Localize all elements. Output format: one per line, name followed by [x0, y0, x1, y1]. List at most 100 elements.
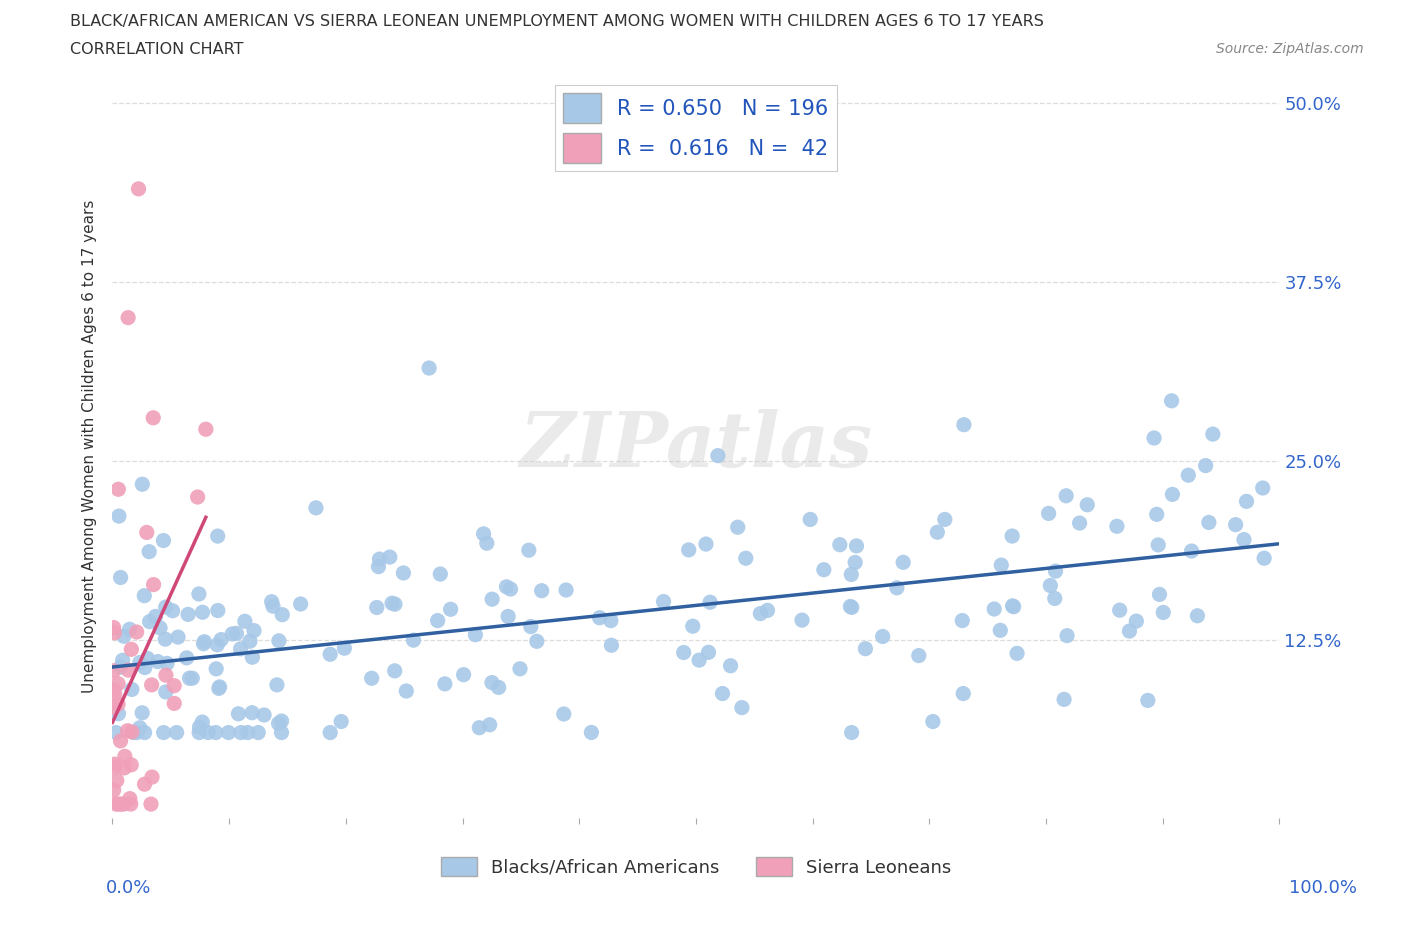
- Point: [266, 677, 288, 692]
- Point: [103, 700, 125, 715]
- Point: [121, 724, 143, 739]
- Point: [142, 578, 165, 592]
- Point: [120, 797, 142, 812]
- Point: [453, 667, 475, 682]
- Point: [107, 797, 129, 812]
- Point: [553, 707, 575, 722]
- Point: [1194, 458, 1216, 473]
- Point: [117, 663, 139, 678]
- Point: [360, 671, 382, 685]
- Point: [108, 509, 131, 524]
- Point: [488, 680, 510, 695]
- Point: [555, 582, 578, 597]
- Point: [481, 675, 503, 690]
- Point: [1225, 517, 1247, 532]
- Point: [181, 671, 204, 685]
- Point: [163, 696, 186, 711]
- Point: [112, 761, 135, 776]
- Point: [205, 661, 228, 676]
- Point: [104, 687, 127, 702]
- Point: [1136, 693, 1159, 708]
- Point: [270, 713, 292, 728]
- Point: [125, 625, 148, 640]
- Point: [392, 565, 415, 580]
- Point: [128, 721, 150, 736]
- Point: [1202, 427, 1225, 442]
- Point: [891, 555, 914, 570]
- Point: [103, 663, 125, 678]
- Point: [207, 528, 229, 543]
- Point: [402, 632, 425, 647]
- Point: [262, 599, 284, 614]
- Point: [162, 604, 184, 618]
- Point: [138, 614, 160, 629]
- Text: BLACK/AFRICAN AMERICAN VS SIERRA LEONEAN UNEMPLOYMENT AMONG WOMEN WITH CHILDREN : BLACK/AFRICAN AMERICAN VS SIERRA LEONEAN…: [70, 14, 1045, 29]
- Point: [652, 594, 675, 609]
- Point: [122, 725, 145, 740]
- Point: [464, 627, 486, 642]
- Y-axis label: Unemployment Among Women with Children Ages 6 to 17 years: Unemployment Among Women with Children A…: [82, 200, 97, 693]
- Point: [1045, 564, 1067, 578]
- Point: [156, 656, 179, 671]
- Point: [191, 604, 214, 619]
- Point: [118, 791, 141, 806]
- Point: [134, 777, 156, 791]
- Point: [439, 602, 461, 617]
- Point: [1039, 578, 1062, 593]
- Point: [509, 661, 531, 676]
- Point: [107, 706, 129, 721]
- Point: [103, 620, 125, 635]
- Point: [1160, 393, 1182, 408]
- Point: [1177, 468, 1199, 483]
- Point: [240, 705, 263, 720]
- Point: [1002, 599, 1025, 614]
- Point: [110, 570, 132, 585]
- Point: [204, 725, 226, 740]
- Point: [749, 606, 772, 621]
- Point: [125, 725, 148, 740]
- Point: [841, 725, 863, 740]
- Point: [155, 684, 177, 699]
- Point: [496, 609, 519, 624]
- Point: [194, 422, 217, 437]
- Point: [927, 525, 949, 539]
- Point: [229, 725, 252, 740]
- Point: [134, 589, 156, 604]
- Point: [734, 551, 756, 565]
- Point: [468, 720, 491, 735]
- Point: [267, 633, 290, 648]
- Point: [110, 659, 132, 674]
- Point: [110, 734, 132, 749]
- Point: [193, 634, 215, 649]
- Point: [950, 613, 973, 628]
- Point: [1069, 515, 1091, 530]
- Point: [517, 543, 540, 558]
- Point: [1233, 532, 1256, 547]
- Text: 100.0%: 100.0%: [1289, 879, 1357, 897]
- Point: [155, 600, 177, 615]
- Point: [120, 757, 142, 772]
- Point: [481, 591, 503, 606]
- Point: [333, 641, 356, 656]
- Point: [672, 645, 695, 660]
- Point: [1161, 487, 1184, 502]
- Point: [188, 725, 211, 740]
- Point: [1253, 551, 1275, 565]
- Point: [711, 686, 734, 701]
- Point: [367, 559, 389, 574]
- Point: [330, 714, 353, 729]
- Point: [239, 633, 262, 648]
- Point: [103, 683, 125, 698]
- Point: [117, 311, 139, 325]
- Point: [839, 567, 862, 582]
- Point: [105, 725, 128, 740]
- Point: [1053, 692, 1076, 707]
- Point: [1038, 506, 1060, 521]
- Point: [142, 410, 165, 425]
- Point: [1143, 431, 1166, 445]
- Point: [907, 648, 929, 663]
- Point: [208, 680, 231, 695]
- Point: [384, 597, 406, 612]
- Point: [478, 717, 501, 732]
- Point: [699, 595, 721, 610]
